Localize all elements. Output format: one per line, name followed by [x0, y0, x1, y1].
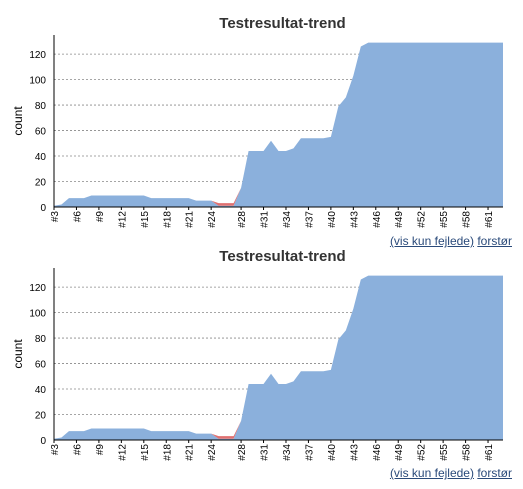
y-tick-label: 80: [35, 334, 47, 345]
x-tick-label: #28: [237, 211, 248, 228]
x-tick-label: #61: [484, 211, 495, 228]
pass-series-area: [54, 275, 503, 440]
y-tick-label: 120: [29, 50, 46, 61]
y-tick-label: 100: [29, 76, 46, 87]
x-tick-label: #3: [50, 211, 61, 223]
x-tick-label: #31: [260, 211, 271, 228]
trend-chart-panel-2: Testresultat-trend count 0 20 40 60 80 100 120 #3…: [0, 233, 523, 480]
x-tick-label: #43: [349, 211, 360, 228]
chart-links-1: (vis kun fejlede) forstør: [390, 234, 512, 248]
x-tick-label: #34: [282, 211, 293, 228]
show-failed-only-link[interactable]: (vis kun fejlede): [389, 466, 474, 480]
x-tick-label: #40: [327, 211, 338, 228]
enlarge-link[interactable]: forstør: [477, 466, 512, 480]
x-tick-label: #21: [185, 444, 196, 461]
x-tick-label: #55: [439, 211, 450, 228]
x-tick-label: #37: [304, 444, 315, 461]
x-tick-label: #34: [282, 444, 293, 461]
x-tick-label: #6: [72, 211, 83, 223]
x-tick-label: #49: [394, 444, 405, 461]
x-tick-label: #15: [140, 211, 151, 228]
x-tick-label: #46: [372, 444, 383, 461]
y-tick-label: 20: [35, 411, 47, 422]
x-tick-label: #31: [260, 444, 271, 461]
x-tick-label: #21: [185, 211, 196, 228]
x-tick-label: #46: [372, 211, 383, 228]
trend-chart-2: Testresultat-trend count 0 20 40 60 80 100 120 #3…: [11, 248, 503, 461]
chart-title: Testresultat-trend: [219, 248, 345, 265]
trend-chart-panel-1: Testresultat-trend count 0 20 40 60 80 100 120 #3…: [0, 0, 523, 248]
y-tick-label: 120: [29, 283, 46, 294]
chart-title: Testresultat-trend: [219, 15, 345, 32]
x-tick-label: #9: [95, 211, 106, 223]
x-tick-label: #9: [95, 444, 106, 456]
trend-chart-1: Testresultat-trend count 0 20 40 60 80 100 120 #3…: [11, 15, 503, 228]
y-tick-label: 0: [40, 203, 46, 214]
x-tick-label: #40: [327, 444, 338, 461]
x-tick-label: #12: [117, 211, 128, 228]
x-tick-label: #15: [140, 444, 151, 461]
x-tick-label: #18: [162, 444, 173, 461]
x-tick-label: #37: [304, 211, 315, 228]
x-tick-label: #58: [462, 444, 473, 461]
x-tick-label: #28: [237, 444, 248, 461]
y-tick-label: 20: [35, 178, 47, 189]
x-tick-label: #61: [484, 444, 495, 461]
x-tick-label: #24: [207, 444, 218, 461]
y-tick-label: 60: [35, 360, 47, 371]
y-tick-label: 80: [35, 101, 47, 112]
enlarge-link[interactable]: forstør: [477, 234, 512, 248]
x-tick-label: #12: [117, 444, 128, 461]
y-axis-label: count: [11, 106, 25, 136]
x-tick-label: #58: [462, 211, 473, 228]
y-tick-label: 40: [35, 385, 47, 396]
x-tick-label: #3: [50, 444, 61, 456]
y-tick-label: 0: [40, 436, 46, 447]
x-tick-label: #24: [207, 211, 218, 228]
x-tick-label: #49: [394, 211, 405, 228]
y-tick-label: 100: [29, 309, 46, 320]
y-tick-label: 40: [35, 152, 47, 163]
x-tick-label: #52: [417, 211, 428, 228]
y-tick-label: 60: [35, 127, 47, 138]
x-tick-label: #6: [72, 444, 83, 456]
chart-links-2: (vis kun fejlede) forstør: [390, 466, 512, 480]
x-tick-label: #52: [417, 444, 428, 461]
show-failed-only-link[interactable]: (vis kun fejlede): [389, 234, 474, 248]
x-tick-label: #43: [349, 444, 360, 461]
pass-series-area: [54, 42, 503, 207]
y-axis-label: count: [11, 339, 25, 369]
x-tick-label: #55: [439, 444, 450, 461]
x-tick-label: #18: [162, 211, 173, 228]
